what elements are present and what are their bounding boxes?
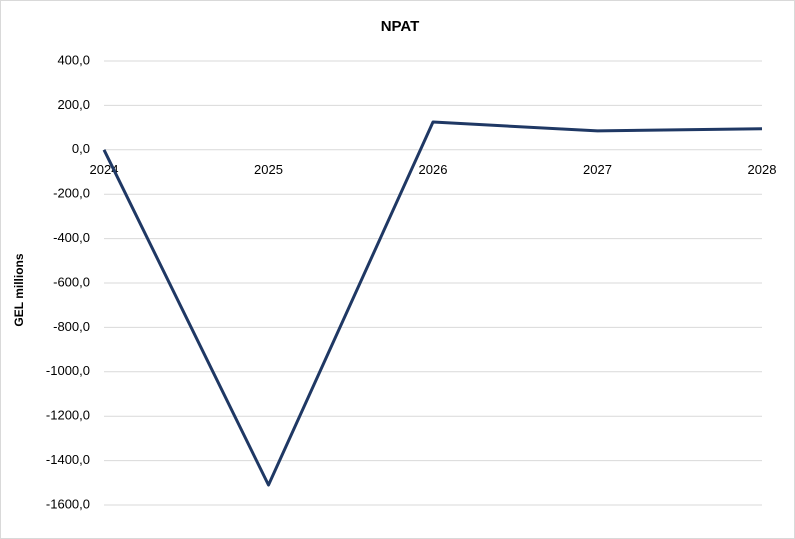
y-tick-label: -600,0 — [53, 274, 90, 289]
y-tick-label: 400,0 — [57, 52, 90, 67]
y-tick-label: -1200,0 — [46, 408, 90, 423]
y-tick-label: -200,0 — [53, 186, 90, 201]
y-tick-label: -1400,0 — [46, 452, 90, 467]
y-tick-label: -800,0 — [53, 319, 90, 334]
x-tick-label: 2027 — [583, 162, 612, 177]
y-tick-label: -1600,0 — [46, 496, 90, 511]
x-tick-label: 2028 — [748, 162, 777, 177]
y-tick-label: 200,0 — [57, 97, 90, 112]
line — [102, 120, 763, 487]
y-tick-label: -400,0 — [53, 230, 90, 245]
x-tick-label: 2026 — [419, 162, 448, 177]
x-tick-label: 2025 — [254, 162, 283, 177]
y-axis-label: GEL millions — [12, 253, 26, 326]
y-tick-label: 0,0 — [72, 141, 90, 156]
chart-title: NPAT — [381, 18, 420, 35]
y-tick-label: -1000,0 — [46, 363, 90, 378]
